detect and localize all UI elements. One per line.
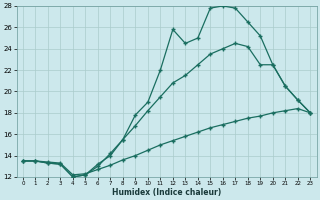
X-axis label: Humidex (Indice chaleur): Humidex (Indice chaleur) (112, 188, 221, 197)
